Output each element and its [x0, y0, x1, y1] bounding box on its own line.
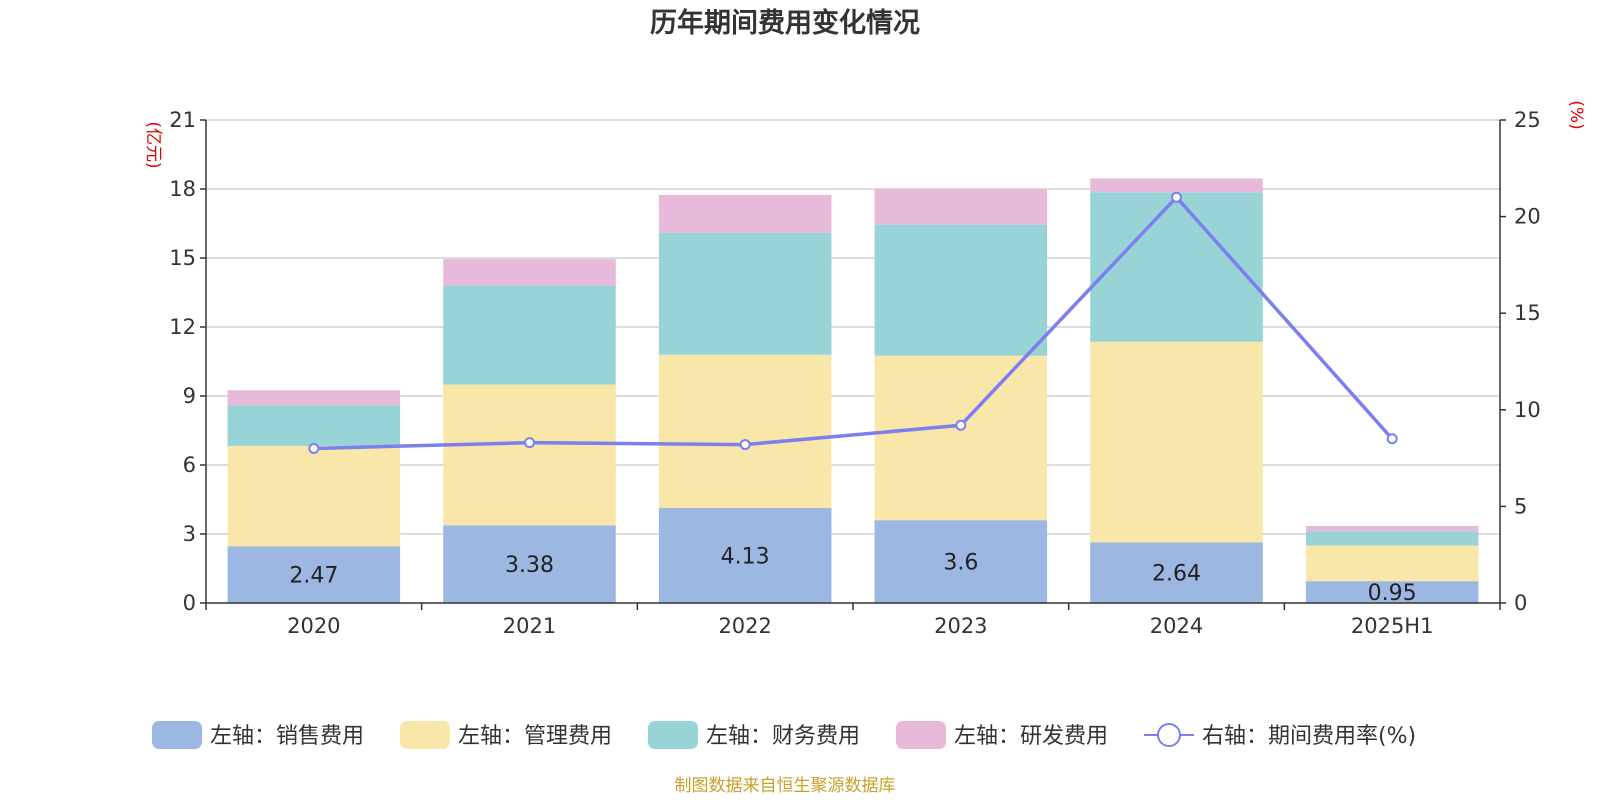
- x-tick-label: 2024: [1150, 614, 1203, 638]
- line-point: [1171, 191, 1182, 203]
- legend-item: 右轴：期间费用率(%): [1144, 723, 1416, 749]
- right-tick-label: 0: [1514, 591, 1527, 615]
- legend-swatch: [896, 721, 946, 749]
- bar-segment: [1305, 531, 1479, 546]
- bar-data-label: 3.38: [505, 553, 554, 578]
- bar-segment: [227, 405, 401, 446]
- bar-segment: [1305, 525, 1479, 532]
- bar-segment: [1090, 341, 1263, 543]
- left-tick-label: 6: [183, 453, 196, 477]
- bar-segment: [658, 508, 832, 603]
- bar-segment: [1305, 545, 1479, 582]
- bar-layer: [227, 178, 1479, 603]
- bar-data-label: 4.13: [721, 545, 770, 570]
- chart-title: 历年期间费用变化情况: [650, 7, 920, 39]
- x-tick-label: 2022: [718, 614, 771, 638]
- bar-segment: [874, 189, 1048, 225]
- bar-segment: [1305, 581, 1479, 603]
- right-tick-label: 5: [1514, 494, 1527, 518]
- data-labels: 2.47 3.38 4.13 3.6 2.64 0.95: [289, 545, 1416, 607]
- bar-segment: [1090, 542, 1263, 603]
- line-layer: [308, 191, 1398, 454]
- left-tick-label: 0: [183, 591, 196, 615]
- legend-label: 左轴：销售费用: [210, 724, 364, 749]
- bar-segment: [227, 546, 401, 603]
- right-axis-unit: (%): [1566, 100, 1586, 129]
- bar-data-label: 2.64: [1152, 562, 1201, 587]
- x-tick-label: 2020: [287, 614, 340, 638]
- bar-segment: [443, 259, 616, 286]
- legend-label: 右轴：期间费用率(%): [1202, 724, 1416, 749]
- legend-label: 左轴：管理费用: [458, 724, 612, 749]
- right-tick-label: 10: [1514, 398, 1541, 422]
- left-tick-label: 18: [169, 177, 196, 201]
- bar-segment: [443, 384, 616, 526]
- right-tick-label: 20: [1514, 205, 1541, 229]
- bar-segment: [227, 445, 401, 547]
- left-tick-label: 15: [169, 246, 196, 270]
- bar-segment: [658, 232, 832, 355]
- bar-segment: [874, 520, 1048, 603]
- left-tick-label: 9: [183, 384, 196, 408]
- legend-item: 左轴：研发费用: [896, 721, 1108, 749]
- axes: 0 3 6 9 12 15 18 21 0 5 10 15 20 25 2020 2021 2022 2023 20…: [169, 108, 1540, 638]
- bar-segment: [1090, 178, 1263, 193]
- line-point: [955, 419, 967, 431]
- left-tick-label: 21: [169, 108, 196, 132]
- right-tick-label: 15: [1514, 301, 1541, 325]
- line-point: [1386, 433, 1398, 445]
- left-tick-label: 3: [183, 522, 196, 546]
- bar-segment: [874, 355, 1048, 521]
- legend-label: 左轴：财务费用: [706, 724, 860, 749]
- legend: 左轴：销售费用 左轴：管理费用 左轴：财务费用 左轴：研发费用 右轴：期间费用率(%): [152, 721, 1416, 749]
- grid-lines: [206, 119, 1500, 535]
- legend-marker: [1157, 723, 1181, 747]
- bar-segment: [1090, 192, 1263, 342]
- line-point: [524, 437, 535, 449]
- x-tick-label: 2023: [934, 614, 987, 638]
- right-tick-label: 25: [1514, 108, 1541, 132]
- legend-item: 左轴：财务费用: [648, 721, 860, 749]
- legend-swatch: [648, 721, 698, 749]
- legend-item: 左轴：管理费用: [400, 721, 612, 749]
- bar-segment: [658, 194, 832, 233]
- bar-segment: [227, 390, 401, 406]
- bar-data-label: 2.47: [289, 564, 338, 589]
- x-tick-label: 2021: [503, 614, 556, 638]
- legend-swatch: [152, 721, 202, 749]
- data-source-note: 制图数据来自恒生聚源数据库: [675, 776, 896, 796]
- bar-data-label: 3.6: [943, 551, 978, 576]
- legend-swatch: [400, 721, 450, 749]
- legend-label: 左轴：研发费用: [954, 724, 1108, 749]
- bar-data-label: 0.95: [1368, 581, 1417, 606]
- bar-segment: [658, 354, 832, 509]
- left-axis-unit: (亿元): [143, 121, 163, 168]
- line-point: [308, 442, 320, 454]
- left-tick-label: 12: [169, 315, 196, 339]
- bar-segment: [874, 224, 1048, 356]
- bar-segment: [443, 525, 616, 603]
- line-series-path: [313, 194, 1394, 451]
- x-tick-label: 2025H1: [1351, 614, 1434, 638]
- line-point: [739, 439, 751, 451]
- bar-segment: [443, 285, 616, 385]
- legend-item: 左轴：销售费用: [152, 721, 364, 749]
